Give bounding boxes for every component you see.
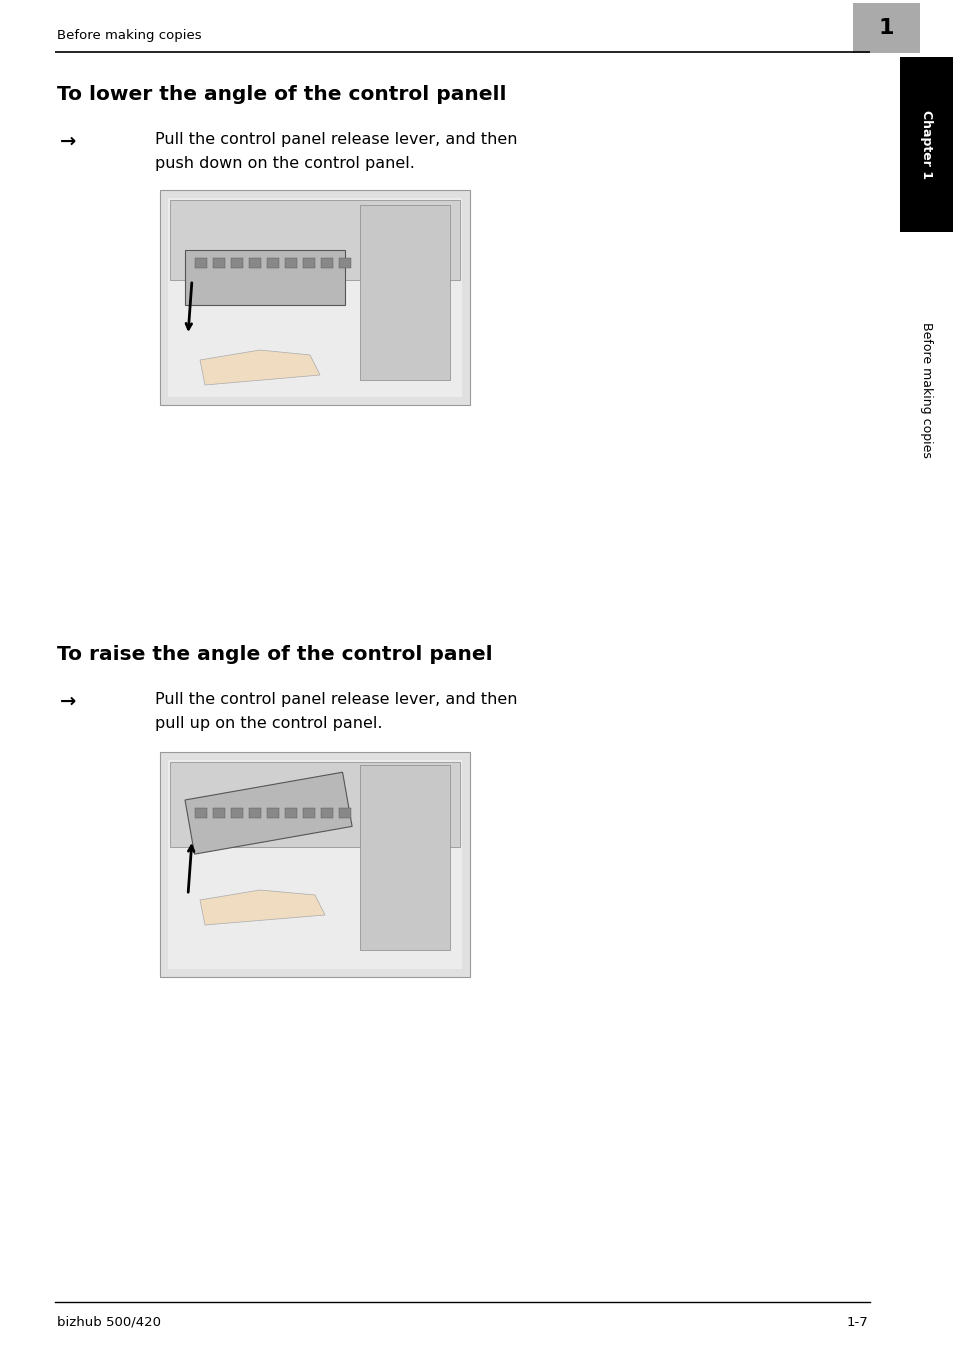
Text: Pull the control panel release lever, and then: Pull the control panel release lever, an… — [154, 692, 517, 707]
Text: →: → — [60, 132, 76, 151]
Polygon shape — [200, 890, 325, 925]
Bar — [194, 258, 207, 268]
Bar — [170, 200, 459, 280]
Bar — [185, 250, 345, 306]
Bar — [160, 191, 470, 406]
Bar — [231, 258, 243, 268]
Bar — [185, 772, 352, 854]
Bar — [213, 258, 225, 268]
Text: pull up on the control panel.: pull up on the control panel. — [154, 717, 382, 731]
Bar — [303, 258, 314, 268]
Bar — [213, 808, 225, 818]
Bar — [285, 258, 296, 268]
Bar — [303, 808, 314, 818]
Text: push down on the control panel.: push down on the control panel. — [154, 155, 415, 170]
Bar — [320, 258, 333, 268]
Bar — [160, 752, 470, 977]
Bar — [852, 3, 919, 53]
Bar — [194, 808, 207, 818]
Text: Before making copies: Before making copies — [920, 322, 933, 458]
Polygon shape — [200, 350, 319, 385]
Bar — [338, 258, 351, 268]
Text: Chapter 1: Chapter 1 — [920, 111, 933, 180]
Bar — [899, 57, 953, 233]
Bar — [285, 808, 296, 818]
Text: 1: 1 — [878, 18, 893, 38]
Text: Pull the control panel release lever, and then: Pull the control panel release lever, an… — [154, 132, 517, 147]
Bar — [338, 808, 351, 818]
Bar — [231, 808, 243, 818]
Text: To raise the angle of the control panel: To raise the angle of the control panel — [57, 645, 492, 664]
Bar — [359, 765, 450, 950]
Bar — [168, 760, 461, 969]
Bar — [267, 258, 278, 268]
Bar — [359, 206, 450, 380]
Bar — [249, 258, 261, 268]
Bar — [168, 197, 461, 397]
Text: 1-7: 1-7 — [845, 1315, 867, 1329]
Bar — [249, 808, 261, 818]
Bar — [320, 808, 333, 818]
Text: →: → — [60, 692, 76, 711]
Text: Before making copies: Before making copies — [57, 28, 201, 42]
Bar — [170, 763, 459, 846]
Text: To lower the angle of the control panell: To lower the angle of the control panell — [57, 85, 506, 104]
Text: bizhub 500/420: bizhub 500/420 — [57, 1315, 161, 1329]
Bar — [267, 808, 278, 818]
